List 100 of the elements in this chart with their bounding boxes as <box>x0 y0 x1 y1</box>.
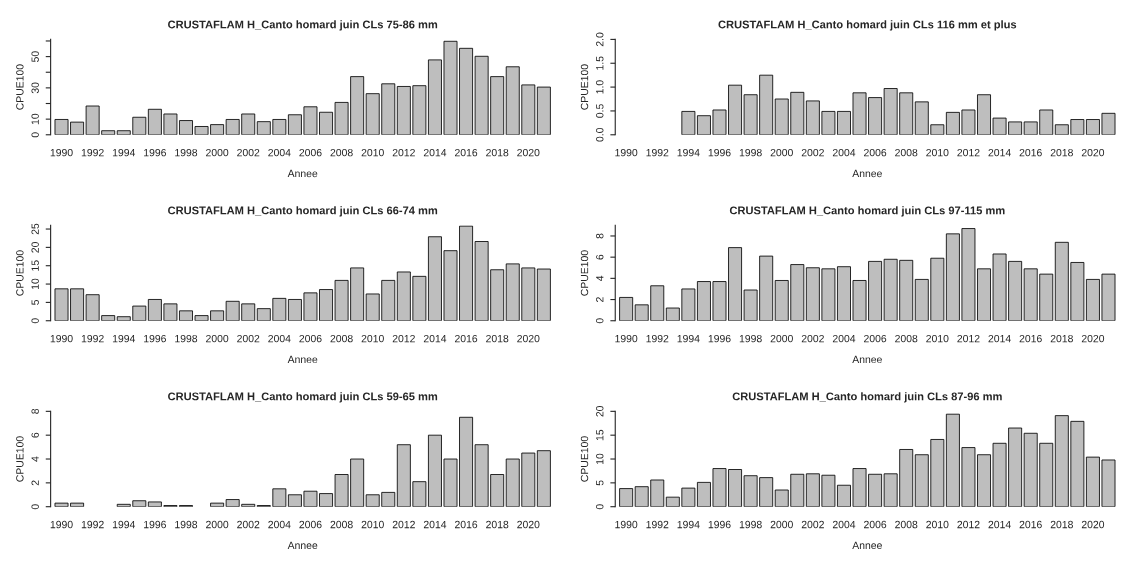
x-tick-label: 1992 <box>646 520 669 529</box>
y-tick-label: 50 <box>31 51 39 62</box>
x-tick-label: 1998 <box>175 148 198 157</box>
x-tick-label: 2012 <box>957 148 980 157</box>
chart-title: CRUSTAFLAM H_Canto homard juin CLs 116 mm et plus <box>718 20 1017 31</box>
y-axis-title: CPUE100 <box>580 64 589 110</box>
x-tick-label: 2008 <box>330 334 353 343</box>
chart-title: CRUSTAFLAM H_Canto homard juin CLs 87-96 mm <box>732 392 1002 403</box>
y-tick-label: 10 <box>31 278 39 290</box>
x-tick-label: 2010 <box>926 148 949 157</box>
x-tick-label: 2016 <box>455 334 478 343</box>
x-tick-label: 2014 <box>988 148 1011 157</box>
y-tick-label: 25 <box>31 223 39 235</box>
y-tick-label: 0 <box>31 504 39 510</box>
y-tick-label: 8 <box>596 233 604 239</box>
x-tick-label: 1990 <box>615 520 638 529</box>
x-tick-label: 2006 <box>299 334 322 343</box>
x-tick-label: 2016 <box>1019 148 1042 157</box>
x-tick-label: 2018 <box>486 520 509 529</box>
bar <box>619 297 634 321</box>
x-tick-label: 1996 <box>144 334 166 343</box>
x-tick-label: 1996 <box>708 148 731 157</box>
x-tick-label: 2000 <box>206 520 229 529</box>
x-tick-label: 2014 <box>423 148 447 157</box>
y-tick-label: 1.5 <box>596 56 604 70</box>
x-tick-label: 1994 <box>112 520 136 529</box>
x-tick-label: 2012 <box>957 520 980 529</box>
y-tick-label: 2 <box>31 480 39 486</box>
x-tick-label: 2008 <box>895 334 918 343</box>
y-tick-label: 1.0 <box>596 80 604 94</box>
x-tick-label: 1992 <box>81 148 104 157</box>
x-tick-label: 2004 <box>832 520 856 529</box>
x-tick-label: 1998 <box>739 520 762 529</box>
x-tick-label: 2004 <box>268 334 291 343</box>
y-tick-label: 2 <box>596 297 604 302</box>
x-tick-label: 2002 <box>237 520 260 529</box>
x-tick-label: 2008 <box>895 520 918 529</box>
chart-title: CRUSTAFLAM H_Canto homard juin CLs 75-86 mm <box>168 20 438 31</box>
x-tick-label: 1998 <box>739 148 762 157</box>
y-tick-label: 5 <box>31 299 39 305</box>
x-tick-label: 2002 <box>801 334 824 343</box>
y-tick-label: 20 <box>31 241 39 253</box>
x-tick-label: 2002 <box>237 334 260 343</box>
chart-title: CRUSTAFLAM H_Canto homard juin CLs 66-74 mm <box>168 206 438 217</box>
chart-title: CRUSTAFLAM H_Canto homard juin CLs 59-65 mm <box>168 392 438 403</box>
x-axis-title: Annee <box>287 355 318 364</box>
x-tick-label: 1994 <box>677 334 700 343</box>
bar <box>536 450 551 507</box>
chart-title: CRUSTAFLAM H_Canto homard juin CLs 97-115 mm <box>729 206 1005 217</box>
x-tick-label: 1994 <box>112 148 136 157</box>
x-tick-label: 2006 <box>864 334 887 343</box>
x-tick-label: 2014 <box>988 520 1011 529</box>
y-tick-label: 15 <box>596 429 604 441</box>
y-tick-label: 30 <box>31 82 39 94</box>
x-tick-label: 2016 <box>1019 334 1042 343</box>
x-tick-label: 2000 <box>206 148 229 157</box>
x-tick-label: 2008 <box>330 148 353 157</box>
y-tick-label: 0 <box>596 318 604 324</box>
x-tick-label: 1992 <box>646 148 669 157</box>
x-tick-label: 1996 <box>708 520 731 529</box>
x-tick-label: 2006 <box>864 520 887 529</box>
y-axis-title: CPUE100 <box>16 64 24 110</box>
bar <box>536 268 551 321</box>
x-tick-label: 2012 <box>392 520 415 529</box>
x-tick-label: 1990 <box>50 334 73 343</box>
x-tick-label: 2018 <box>1050 148 1073 157</box>
x-tick-label: 2018 <box>1050 520 1073 529</box>
x-tick-label: 2020 <box>1081 520 1105 529</box>
x-tick-label: 2000 <box>770 334 793 343</box>
x-tick-label: 1990 <box>615 148 638 157</box>
y-axis-title: CPUE100 <box>580 436 589 482</box>
x-tick-label: 2002 <box>237 148 260 157</box>
x-tick-label: 2020 <box>517 148 540 157</box>
y-tick-label: 2.0 <box>596 32 604 47</box>
x-tick-label: 2012 <box>957 334 980 343</box>
x-tick-label: 1998 <box>739 334 762 343</box>
x-axis-title: Annee <box>852 541 882 550</box>
x-tick-label: 2016 <box>455 520 478 529</box>
x-tick-label: 2010 <box>361 334 384 343</box>
y-axis-title: CPUE100 <box>16 436 24 482</box>
x-tick-label: 2000 <box>770 520 793 529</box>
x-tick-label: 2018 <box>486 148 509 157</box>
y-axis-title: CPUE100 <box>16 250 24 296</box>
x-tick-label: 2020 <box>517 334 540 343</box>
y-axis-title: CPUE100 <box>580 250 589 296</box>
x-tick-label: 2006 <box>864 148 887 157</box>
x-tick-label: 1996 <box>144 520 166 529</box>
x-tick-label: 2014 <box>423 520 447 529</box>
x-axis-title: Annee <box>287 169 318 178</box>
x-tick-label: 1992 <box>81 520 104 529</box>
y-tick-label: 0.5 <box>596 104 604 118</box>
x-tick-label: 2010 <box>926 334 949 343</box>
x-tick-label: 2002 <box>801 148 824 157</box>
y-tick-label: 8 <box>31 408 39 414</box>
x-tick-label: 2012 <box>392 148 415 157</box>
y-tick-label: 10 <box>596 453 604 465</box>
x-tick-label: 1990 <box>50 148 73 157</box>
x-tick-label: 2004 <box>268 520 291 529</box>
x-tick-label: 1990 <box>50 520 73 529</box>
y-tick-label: 0 <box>31 132 39 138</box>
